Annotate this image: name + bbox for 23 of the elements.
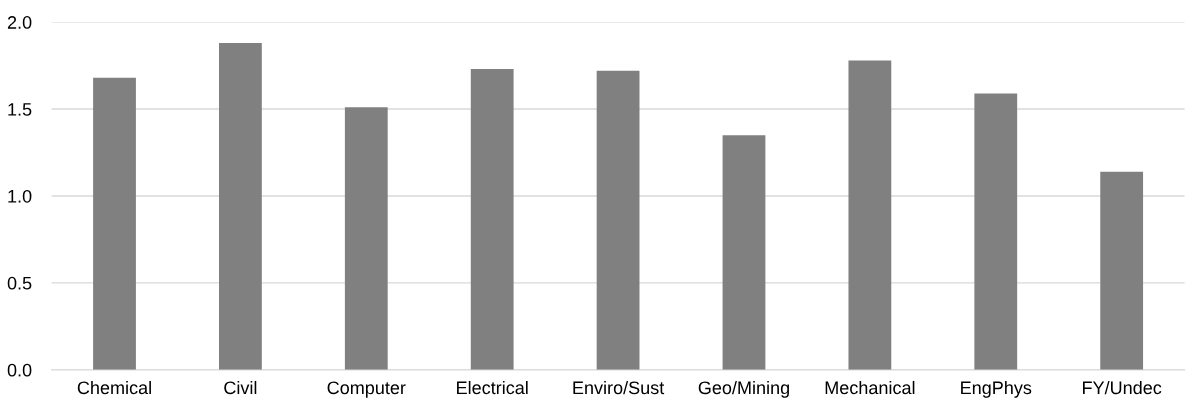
bar — [1100, 171, 1144, 370]
x-tick-label: EngPhys — [961, 380, 1032, 398]
bar — [93, 77, 136, 370]
bar — [848, 60, 892, 370]
bar — [344, 107, 388, 370]
bar — [470, 69, 514, 370]
x-tick-label: Geo/Mining — [698, 380, 789, 398]
y-tick-label: 0.5 — [7, 276, 32, 290]
y-tick-label: 1.0 — [8, 189, 32, 203]
y-tick-label: 1.5 — [8, 103, 32, 116]
bar — [722, 135, 766, 370]
bar — [596, 70, 640, 370]
x-tick-label: Electrical — [457, 380, 528, 395]
x-tick-label: Enviro/Sust — [573, 380, 665, 395]
x-tick-label: Chemical — [77, 380, 151, 395]
bar — [219, 43, 262, 370]
x-tick-label: Mechanical — [825, 380, 915, 395]
x-tick-label: Computer — [327, 381, 406, 398]
y-tick-label: 2.0 — [7, 16, 32, 29]
x-tick-label: Civil — [224, 380, 257, 395]
x-tick-label: FY/Undec — [1083, 380, 1162, 395]
bar — [974, 93, 1018, 370]
y-tick-label: 0.0 — [7, 363, 32, 377]
